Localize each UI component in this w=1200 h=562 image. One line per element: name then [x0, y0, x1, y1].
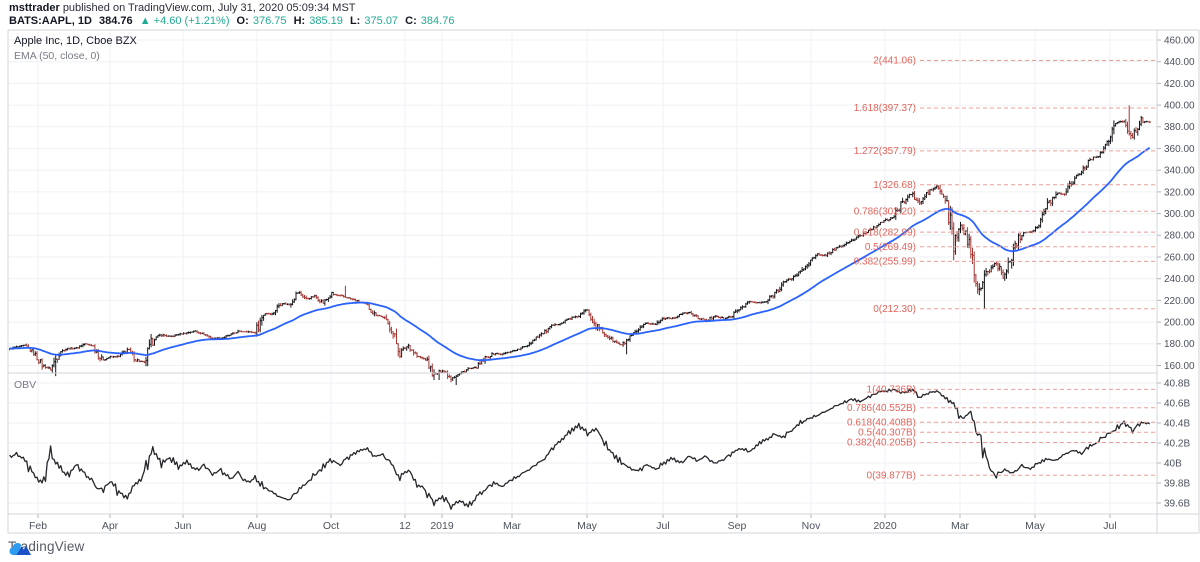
author-name: msttrader [9, 2, 60, 14]
last-price: 384.76 [98, 15, 133, 27]
time-tick-label: Jun [175, 520, 192, 532]
candles-layer [9, 105, 1151, 385]
price-tick-label: 340.00 [1164, 166, 1195, 177]
price-tick-label: 300.00 [1164, 209, 1195, 220]
price-tick-label: 280.00 [1164, 231, 1195, 242]
legend-symbol-title[interactable]: Apple Inc, 1D, Cboe BZX [14, 35, 137, 47]
price-tick-label: 200.00 [1164, 318, 1195, 329]
price-tick-label: 260.00 [1164, 252, 1195, 263]
price-tick-label: 440.00 [1164, 57, 1195, 68]
down-bars [10, 105, 1151, 383]
time-tick-label: Aug [248, 520, 267, 532]
obv-tick-label: 39.8B [1164, 478, 1190, 489]
fib-retracement-price[interactable]: 2(441.06) 1.618(397.37) 1.272(357.79) 1(326… [854, 56, 1155, 315]
fib-level-label: 0(39.877B) [867, 471, 916, 482]
fib-level-label: 0.618(282.99) [854, 227, 916, 238]
price-tick-label: 220.00 [1164, 296, 1195, 307]
price-tick-label: 400.00 [1164, 101, 1195, 112]
grid-lines [8, 30, 1157, 514]
obv-tick-label: 40.2B [1164, 438, 1190, 449]
time-tick-label: Mar [951, 520, 970, 532]
obv-tick-label: 39.6B [1164, 498, 1190, 509]
price-change: ▲ +4.60 (+1.21%) [139, 15, 230, 27]
time-tick-label: 2019 [430, 520, 454, 532]
low-value: 375.07 [364, 15, 399, 27]
fib-level-label: 0.618(40.408B) [847, 417, 916, 428]
fib-level-label: 1(40.736B) [867, 385, 916, 396]
low-label: L: [349, 15, 361, 27]
symbol-info-bar: BATS:AAPL, 1D 384.76 ▲ +4.60 (+1.21%) O:… [9, 15, 458, 27]
time-tick-label: Apr [102, 520, 119, 532]
obv-plot [9, 388, 1151, 510]
chart-legend[interactable]: Apple Inc, 1D, Cboe BZX EMA (50, close, … [14, 35, 137, 63]
fib-level-label: 0.382(255.99) [854, 257, 916, 268]
legend-ema-indicator[interactable]: EMA (50, close, 0) [14, 49, 100, 62]
time-tick-label: 2020 [873, 520, 897, 532]
price-tick-label: 420.00 [1164, 79, 1195, 90]
time-tick-label: May [1025, 520, 1046, 532]
fib-level-label: 0.786(302.20) [854, 206, 916, 217]
time-tick-label: Sep [728, 520, 747, 532]
fib-retracement-obv[interactable]: 1(40.736B)0.786(40.552B)0.618(40.408B)0.… [847, 385, 1155, 482]
high-value: 385.19 [309, 15, 343, 27]
obv-tick-label: 40.4B [1164, 418, 1190, 429]
obv-tick-label: 40.6B [1164, 398, 1190, 409]
time-tick-label: Jul [1103, 520, 1116, 532]
ema-line [9, 147, 1151, 362]
fib-level-label: 1.272(357.79) [854, 146, 916, 157]
price-tick-label: 160.00 [1164, 361, 1195, 372]
close-label: C: [405, 15, 417, 27]
time-tick-label: Oct [323, 520, 339, 532]
time-tick-label: Nov [802, 520, 821, 532]
price-tick-label: 360.00 [1164, 144, 1195, 155]
obv-pane-label[interactable]: OBV [14, 379, 37, 391]
publish-info: msttrader published on TradingView.com, … [9, 2, 356, 14]
symbol-label[interactable]: BATS:AAPL, 1D [9, 15, 92, 27]
price-tick-label: 320.00 [1164, 187, 1195, 198]
close-value: 384.76 [420, 15, 455, 27]
tradingview-logo-icon [9, 543, 31, 555]
publish-meta: published on TradingView.com, July 31, 2… [62, 2, 356, 14]
price-tick-label: 460.00 [1164, 35, 1195, 46]
price-tick-label: 180.00 [1164, 339, 1195, 350]
ema-overlay [9, 147, 1151, 362]
time-tick-label: Feb [29, 520, 47, 532]
time-tick-label: Mar [503, 520, 522, 532]
fib-level-label: 0.5(269.49) [865, 242, 916, 253]
price-tick-label: 380.00 [1164, 122, 1195, 133]
open-value: 376.75 [252, 15, 287, 27]
panel-frames [7, 29, 1200, 534]
price-tick-label: 240.00 [1164, 274, 1195, 285]
time-tick-label: 12 [399, 520, 411, 532]
price-axis[interactable]: 460.00 440.00 420.00 400.00 380.00 360.00 340.… [1157, 35, 1195, 509]
fib-level-label: 0.5(40.307B) [858, 428, 916, 439]
fib-level-label: 2(441.06) [873, 56, 916, 67]
fib-level-label: 0(212.30) [873, 304, 916, 315]
fib-level-label: 1.618(397.37) [854, 103, 916, 114]
fib-level-label: 1(326.68) [873, 180, 916, 191]
time-axis[interactable]: Feb Apr Jun Aug Oct 12 2019 Mar May Jul Sep Nov 2020… [29, 514, 1117, 532]
obv-tick-label: 40.8B [1164, 378, 1190, 389]
open-label: O: [236, 15, 249, 27]
fib-level-label: 0.786(40.552B) [847, 403, 916, 414]
time-tick-label: May [577, 520, 598, 532]
obv-tick-label: 40B [1164, 458, 1182, 469]
time-tick-label: Jul [656, 520, 669, 532]
obv-line [9, 388, 1151, 510]
brand-footer[interactable]: TradingView [8, 539, 85, 555]
fib-level-label: 0.382(40.205B) [847, 438, 916, 449]
high-label: H: [293, 15, 306, 27]
